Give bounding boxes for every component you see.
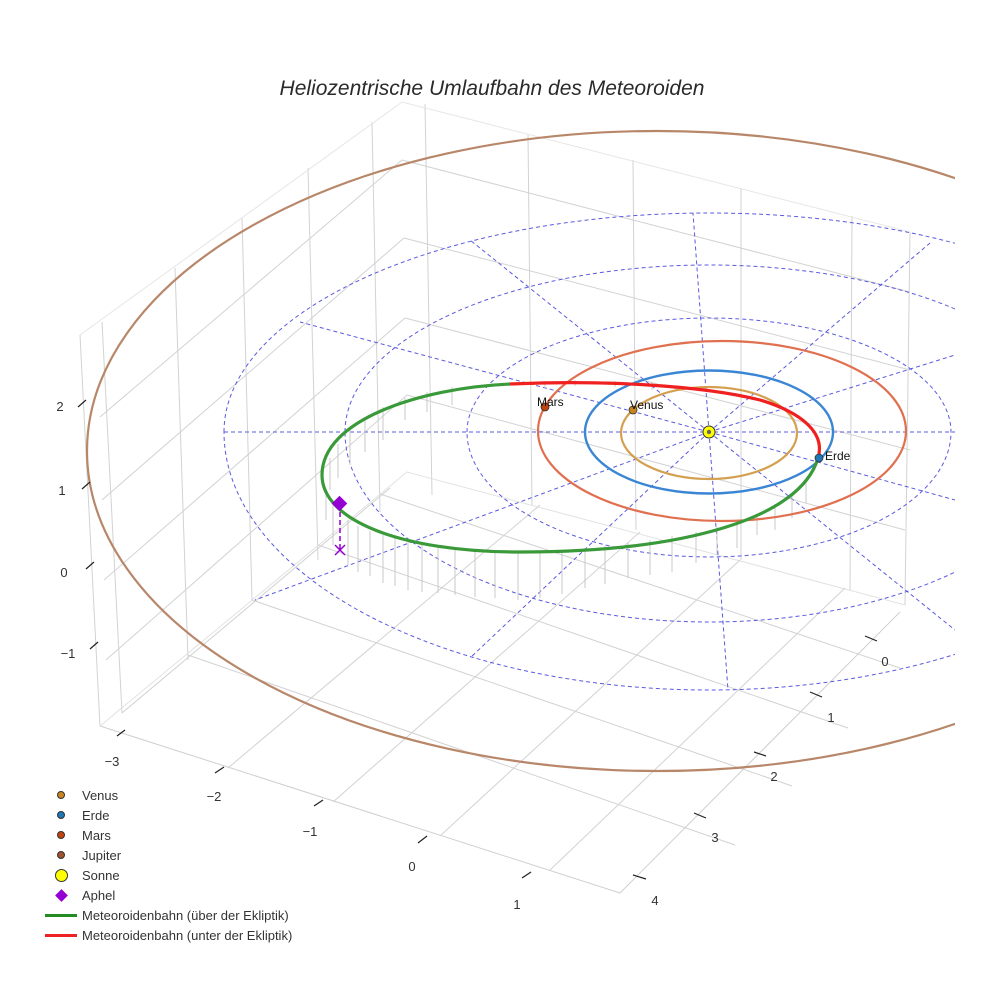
y-tick-label: 0 [881,654,888,669]
z-tick-label: 0 [60,565,67,580]
meteoroid-orbit-above-ecliptic [320,382,820,554]
legend-label: Erde [82,807,110,823]
legend-item-orbit-above[interactable]: Meteoroidenbahn (über der Ekliptik) [40,905,292,925]
mars-label: Mars [537,395,564,409]
legend-item-venus[interactable]: Venus [40,785,292,805]
venus-label: Venus [630,398,663,412]
z-axis: 2 1 0 −1 [56,399,99,661]
mars-legend-icon [57,831,65,839]
meteoroid-drop-lines [325,380,807,600]
legend-label: Jupiter [82,847,122,863]
legend-item-jupiter[interactable]: Jupiter [40,845,292,865]
earth-orbit [583,369,835,495]
legend-label: Mars [82,827,111,843]
x-tick-label: −2 [207,789,222,804]
sun-legend-icon [54,868,68,882]
y-tick-label: 4 [651,893,658,908]
aphel-diamond-icon [54,888,68,902]
y-axis: 0 1 2 3 4 [632,635,889,908]
jupiter-legend-icon [57,851,65,859]
x-axis: −3 −2 −1 0 1 [105,729,532,912]
y-tick-label: 2 [770,769,777,784]
legend-item-sonne[interactable]: Sonne [40,865,292,885]
meteoroid-orbit-below-ecliptic [509,381,821,459]
x-tick-label: −1 [303,824,318,839]
mars-orbit [536,339,908,523]
jupiter-orbit [85,129,955,773]
sun-core-icon [706,429,712,435]
chart-title: Heliozentrische Umlaufbahn des Meteoroid… [280,77,705,100]
aphel-marker[interactable] [331,495,348,512]
legend: Venus Erde Mars Jupiter Sonne Aphel Mete… [40,785,292,945]
red-line-icon [45,933,77,937]
legend-item-mars[interactable]: Mars [40,825,292,845]
earth-legend-icon [57,811,65,819]
legend-label: Meteoroidenbahn (über der Ekliptik) [82,907,289,923]
y-tick-label: 3 [711,830,718,845]
z-tick-label: −1 [61,646,76,661]
aphel-ecliptic-projection-icon [334,544,346,556]
legend-label: Aphel [82,887,116,903]
x-tick-label: 0 [408,859,415,874]
y-tick-label: 1 [827,710,834,725]
legend-label: Sonne [82,867,120,883]
z-tick-label: 2 [56,399,63,414]
axis-box-grid [79,101,911,894]
venus-legend-icon [57,791,65,799]
venus-marker[interactable] [628,405,638,415]
legend-item-erde[interactable]: Erde [40,805,292,825]
legend-item-aphel[interactable]: Aphel [40,885,292,905]
legend-label: Venus [82,787,119,803]
legend-label: Meteoroidenbahn (unter der Ekliptik) [82,927,293,943]
earth-label: Erde [825,449,851,463]
x-tick-label: −3 [105,754,120,769]
mars-marker[interactable] [540,402,550,412]
legend-item-orbit-below[interactable]: Meteoroidenbahn (unter der Ekliptik) [40,925,292,945]
venus-orbit [619,385,799,481]
z-tick-label: 1 [58,483,65,498]
x-tick-label: 1 [513,897,520,912]
green-line-icon [45,913,77,917]
earth-marker[interactable] [814,453,824,463]
